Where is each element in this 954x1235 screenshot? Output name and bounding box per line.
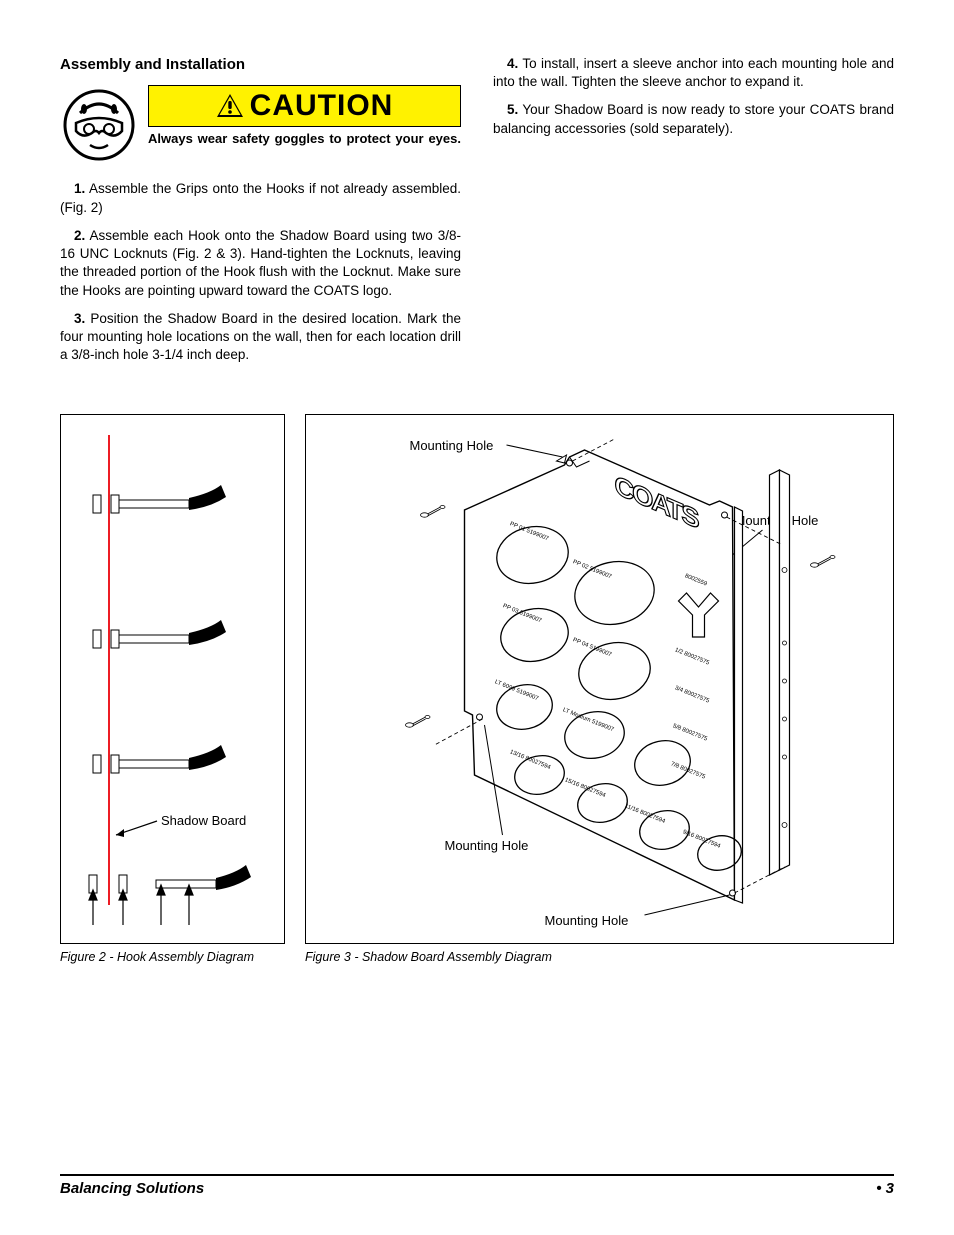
section-title: Assembly and Installation (60, 55, 461, 75)
fig3-label-mh-top: Mounting Hole (410, 438, 494, 453)
caution-block: CAUTION Always wear safety goggles to pr… (60, 85, 461, 170)
caution-banner: CAUTION (148, 85, 461, 127)
step-4: 4. To install, insert a sleeve anchor in… (493, 55, 894, 91)
step-3-text: Position the Shadow Board in the desired… (60, 311, 461, 362)
step-2-num: 2. (74, 228, 85, 243)
step-5: 5. Your Shadow Board is now ready to sto… (493, 101, 894, 137)
caution-banner-text: CAUTION (250, 86, 394, 127)
step-1: 1. Assemble the Grips onto the Hooks if … (60, 180, 461, 216)
step-5-text: Your Shadow Board is now ready to store … (493, 102, 894, 135)
figure-2-caption: Figure 2 - Hook Assembly Diagram (60, 950, 285, 964)
fig3-label-mh-bl: Mounting Hole (445, 838, 529, 853)
step-4-text: To install, insert a sleeve anchor into … (493, 56, 894, 89)
figure-3-frame: Mounting Hole Mounting Hole (305, 414, 894, 944)
footer-right: • 3 (876, 1180, 894, 1197)
figure-3-caption: Figure 3 - Shadow Board Assembly Diagram (305, 950, 894, 964)
step-5-num: 5. (507, 102, 518, 117)
page-footer: Balancing Solutions • 3 (60, 1174, 894, 1197)
figure-2-diagram: Shadow Board (61, 415, 286, 945)
warning-triangle-icon (216, 93, 244, 119)
step-1-num: 1. (74, 181, 85, 196)
step-2: 2. Assemble each Hook onto the Shadow Bo… (60, 227, 461, 300)
figure-3-diagram: Mounting Hole Mounting Hole (306, 415, 893, 945)
step-3: 3. Position the Shadow Board in the desi… (60, 310, 461, 365)
caution-subtext: Always wear safety goggles to protect yo… (148, 131, 461, 147)
step-2-text: Assemble each Hook onto the Shadow Board… (60, 228, 461, 298)
safety-goggles-icon (60, 85, 138, 170)
figure-2-frame: Shadow Board (60, 414, 285, 944)
step-4-num: 4. (507, 56, 518, 71)
step-3-num: 3. (74, 311, 85, 326)
fig2-shadow-board-label: Shadow Board (161, 813, 246, 828)
footer-left: Balancing Solutions (60, 1180, 204, 1197)
fig3-label-mh-bottom: Mounting Hole (545, 913, 629, 928)
step-1-text: Assemble the Grips onto the Hooks if not… (60, 181, 461, 214)
